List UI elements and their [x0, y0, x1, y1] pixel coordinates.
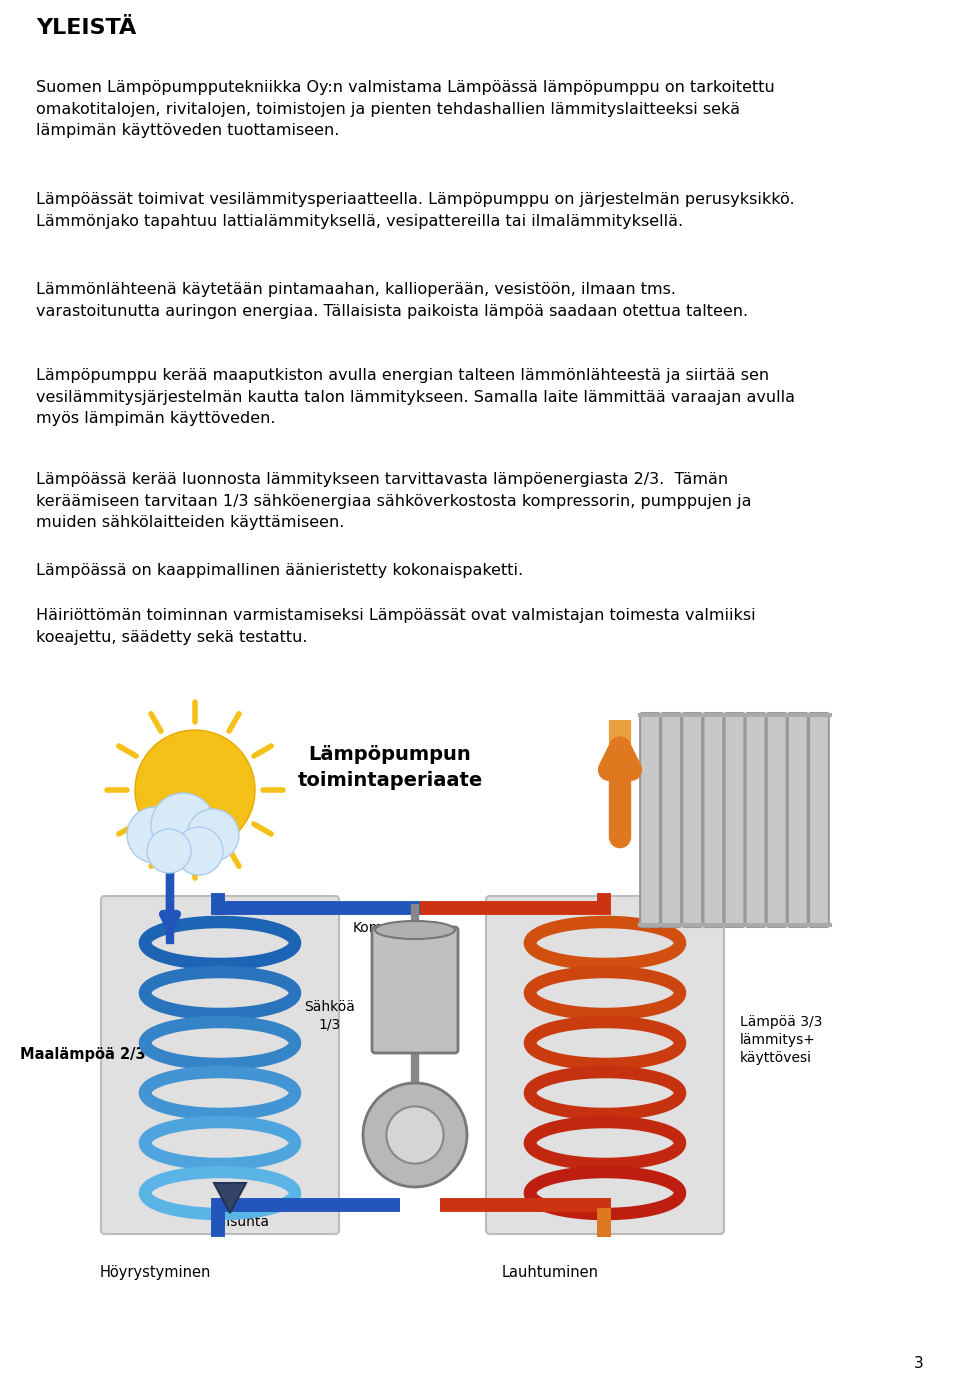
FancyBboxPatch shape [683, 713, 702, 926]
FancyBboxPatch shape [746, 713, 765, 926]
Text: Häiriöttömän toiminnan varmistamiseksi Lämpöässät ovat valmistajan toimesta valm: Häiriöttömän toiminnan varmistamiseksi L… [36, 607, 756, 645]
Text: Lämpöässä on kaappimallinen äänieristetty kokonaispaketti.: Lämpöässä on kaappimallinen äänieristett… [36, 563, 523, 578]
Text: Sähköä
1/3: Sähköä 1/3 [304, 1000, 355, 1031]
FancyBboxPatch shape [725, 713, 744, 926]
FancyBboxPatch shape [704, 713, 723, 926]
Text: Lämpöässä kerää luonnosta lämmitykseen tarvittavasta lämpöenergiasta 2/3.  Tämän: Lämpöässä kerää luonnosta lämmitykseen t… [36, 472, 752, 531]
Polygon shape [214, 1183, 246, 1213]
Text: Lämpöä 3/3
lämmitys+
käyttövesi: Lämpöä 3/3 lämmitys+ käyttövesi [740, 1015, 823, 1064]
FancyBboxPatch shape [809, 713, 828, 926]
Text: Lämpöpumpun
toimintaperiaate: Lämpöpumpun toimintaperiaate [298, 745, 483, 790]
FancyBboxPatch shape [486, 896, 724, 1234]
FancyBboxPatch shape [767, 713, 786, 926]
FancyBboxPatch shape [640, 713, 660, 926]
Circle shape [386, 1106, 444, 1163]
Text: YLEISTÄ: YLEISTÄ [36, 18, 136, 38]
Text: Kompressori: Kompressori [352, 921, 438, 935]
Circle shape [363, 1082, 467, 1187]
Circle shape [135, 730, 255, 850]
Ellipse shape [375, 921, 455, 939]
Text: Lämpöässät toimivat vesilämmitysperiaatteella. Lämpöpumppu on järjestelmän perus: Lämpöässät toimivat vesilämmitysperiaatt… [36, 192, 795, 228]
FancyBboxPatch shape [372, 926, 458, 1053]
FancyBboxPatch shape [661, 713, 681, 926]
Text: Paisunta: Paisunta [210, 1215, 270, 1229]
Text: Lämpöpumppu kerää maaputkiston avulla energian talteen lämmönlähteestä ja siirtä: Lämpöpumppu kerää maaputkiston avulla en… [36, 368, 795, 426]
Text: 3: 3 [914, 1355, 924, 1371]
Circle shape [147, 829, 191, 873]
Text: Maalämpöä 2/3: Maalämpöä 2/3 [20, 1048, 146, 1063]
FancyBboxPatch shape [788, 713, 807, 926]
FancyBboxPatch shape [101, 896, 339, 1234]
Text: Suomen Lämpöpumpputekniikka Oy:n valmistama Lämpöässä lämpöpumppu on tarkoitettu: Suomen Lämpöpumpputekniikka Oy:n valmist… [36, 79, 775, 138]
Circle shape [175, 827, 223, 875]
Circle shape [187, 809, 239, 861]
Circle shape [127, 807, 183, 864]
Text: Lauhtuminen: Lauhtuminen [501, 1265, 598, 1280]
Circle shape [151, 793, 215, 857]
Text: Höyrystyminen: Höyrystyminen [99, 1265, 210, 1280]
Text: Lämmönlähteenä käytetään pintamaahan, kallioperään, vesistöön, ilmaan tms.
varas: Lämmönlähteenä käytetään pintamaahan, ka… [36, 281, 748, 319]
